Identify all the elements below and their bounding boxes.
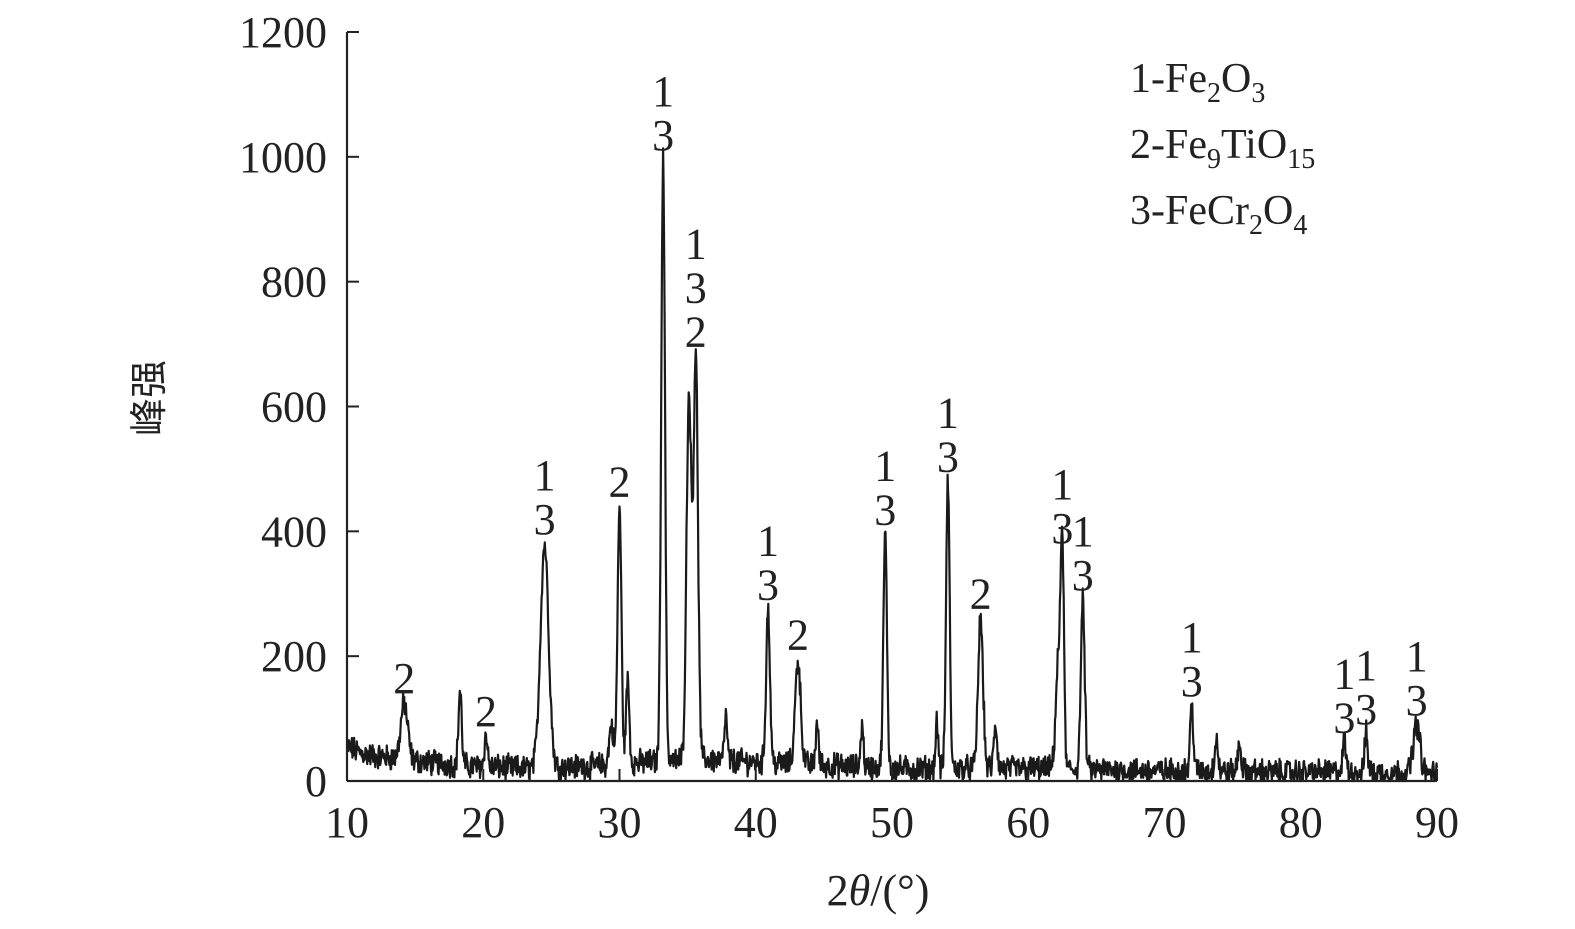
legend-entry: 3-FeCr2O4 — [1130, 188, 1307, 241]
legend-subscript: 15 — [1287, 144, 1315, 175]
peak-phase-label: 3 — [937, 432, 959, 481]
peak-phase-label: 1 — [1072, 507, 1094, 556]
legend-subscript: 4 — [1293, 210, 1307, 241]
y-tick-label: 200 — [261, 632, 327, 681]
peak-phase-label: 3 — [1072, 551, 1094, 600]
legend-subscript: 9 — [1207, 144, 1221, 175]
legend-subscript: 3 — [1251, 78, 1265, 109]
peak-phase-label: 3 — [652, 111, 674, 160]
peak-phase-label: 2 — [475, 687, 497, 736]
peak-phase-label: 2 — [787, 610, 809, 659]
peak-phase-label: 2 — [609, 457, 631, 506]
peak-phase-label: 2 — [393, 654, 415, 703]
x-tick-label: 20 — [461, 798, 505, 847]
peak-phase-label: 1 — [685, 220, 707, 269]
legend-subscript: 2 — [1207, 78, 1221, 109]
x-axis-title-main: 2 — [827, 866, 849, 915]
peak-phase-label: 1 — [874, 441, 896, 490]
peak-phase-label: 3 — [685, 264, 707, 313]
x-tick-label: 90 — [1415, 798, 1459, 847]
legend-subscript: 2 — [1249, 210, 1263, 241]
peak-phase-label: 1 — [937, 388, 959, 437]
peak-phase-label: 1 — [652, 67, 674, 116]
x-tick-label: 80 — [1279, 798, 1323, 847]
legend-entry-text: 2-Fe — [1130, 122, 1207, 168]
y-tick-label: 800 — [261, 258, 327, 307]
legend-entry: 1-Fe2O3 — [1130, 56, 1265, 109]
peak-phase-label: 3 — [1333, 693, 1355, 742]
y-tick-label: 600 — [261, 383, 327, 432]
peak-phase-label: 1 — [1406, 632, 1428, 681]
x-tick-label: 30 — [598, 798, 642, 847]
x-tick-label: 40 — [734, 798, 778, 847]
peak-phase-label: 2 — [685, 308, 707, 357]
legend-entry-text: O — [1221, 56, 1251, 102]
x-tick-label: 10 — [325, 798, 369, 847]
peak-phase-label: 3 — [1181, 657, 1203, 706]
peak-phase-label: 2 — [970, 570, 992, 619]
y-tick-label: 1000 — [239, 133, 327, 182]
peak-phase-label: 3 — [1355, 685, 1377, 734]
peak-phase-label: 1 — [1333, 649, 1355, 698]
legend-entry-text: O — [1263, 188, 1293, 234]
tick-layer: 10 20 30 40 50 60 70 80 90 0 200 400 600 800 1000 1200 — [239, 8, 1459, 847]
peak-phase-label: 1 — [1355, 641, 1377, 690]
y-tick-label: 0 — [305, 757, 327, 806]
x-tick-label: 70 — [1143, 798, 1187, 847]
x-tick-label: 60 — [1006, 798, 1050, 847]
legend-entry-text: 1-Fe — [1130, 56, 1207, 102]
x-axis-title-unit: /(°) — [870, 866, 929, 915]
peak-phase-label: 3 — [1406, 676, 1428, 725]
peak-phase-label: 1 — [757, 516, 779, 565]
y-tick-label: 1200 — [239, 8, 327, 57]
x-tick-label: 50 — [870, 798, 914, 847]
peak-phase-label: 3 — [757, 560, 779, 609]
legend-entry-text: 3-FeCr — [1130, 188, 1249, 234]
legend-entry-text: TiO — [1221, 122, 1287, 168]
x-axis-title-theta: θ — [849, 866, 871, 915]
x-axis-title: 2θ/(°) — [827, 866, 930, 915]
peak-phase-label: 1 — [534, 451, 556, 500]
y-axis-title: 峰强 — [127, 360, 171, 436]
peak-phase-label: 3 — [874, 485, 896, 534]
peak-phase-label: 3 — [1051, 504, 1073, 553]
peak-phase-label: 1 — [1051, 460, 1073, 509]
legend-entry: 2-Fe9TiO15 — [1130, 122, 1315, 175]
peak-phase-label: 1 — [1181, 613, 1203, 662]
y-tick-label: 400 — [261, 507, 327, 556]
peak-phase-label: 3 — [534, 495, 556, 544]
